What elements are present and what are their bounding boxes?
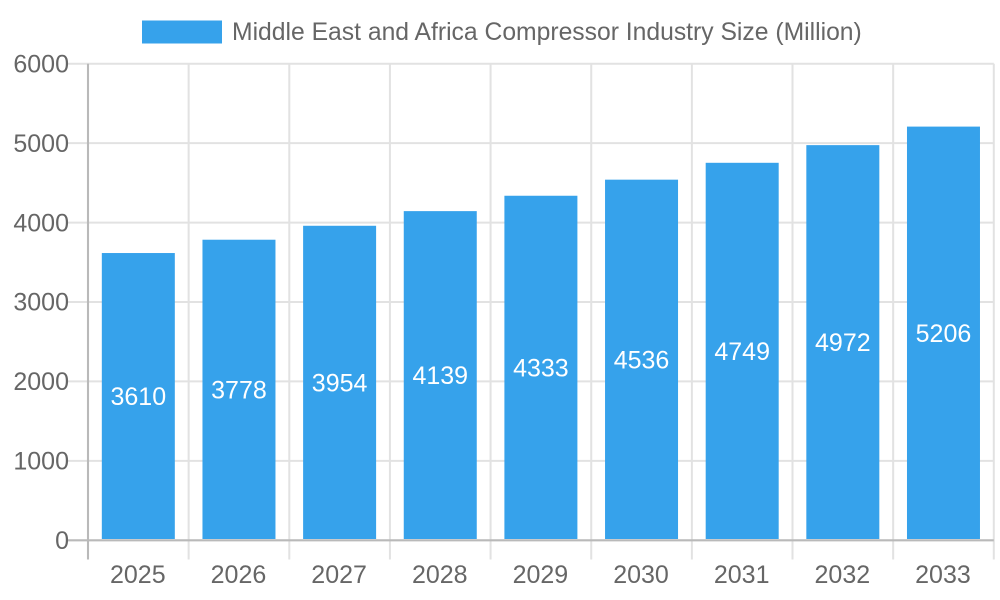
svg-text:3610: 3610 xyxy=(111,383,167,411)
svg-text:2029: 2029 xyxy=(513,561,569,589)
svg-text:2030: 2030 xyxy=(613,561,669,589)
svg-text:2028: 2028 xyxy=(412,561,468,589)
svg-text:3000: 3000 xyxy=(13,289,69,317)
svg-text:3954: 3954 xyxy=(312,369,368,397)
svg-text:4749: 4749 xyxy=(714,338,770,366)
svg-text:1000: 1000 xyxy=(13,448,69,476)
svg-text:5206: 5206 xyxy=(916,320,972,348)
svg-text:5000: 5000 xyxy=(13,130,69,158)
svg-text:4000: 4000 xyxy=(13,209,69,237)
svg-text:4972: 4972 xyxy=(815,329,871,357)
svg-text:0: 0 xyxy=(55,527,69,555)
svg-text:4139: 4139 xyxy=(412,362,468,390)
svg-text:2032: 2032 xyxy=(815,561,871,589)
svg-text:2026: 2026 xyxy=(211,561,267,589)
svg-text:Middle East and Africa Compres: Middle East and Africa Compressor Indust… xyxy=(232,19,862,46)
svg-text:2031: 2031 xyxy=(714,561,770,589)
svg-text:3778: 3778 xyxy=(211,376,267,404)
svg-text:4536: 4536 xyxy=(614,346,670,374)
svg-text:2025: 2025 xyxy=(110,561,166,589)
svg-text:2027: 2027 xyxy=(311,561,367,589)
svg-text:2000: 2000 xyxy=(13,368,69,396)
svg-text:6000: 6000 xyxy=(13,50,69,78)
svg-text:2033: 2033 xyxy=(915,561,971,589)
svg-text:4333: 4333 xyxy=(513,354,569,382)
